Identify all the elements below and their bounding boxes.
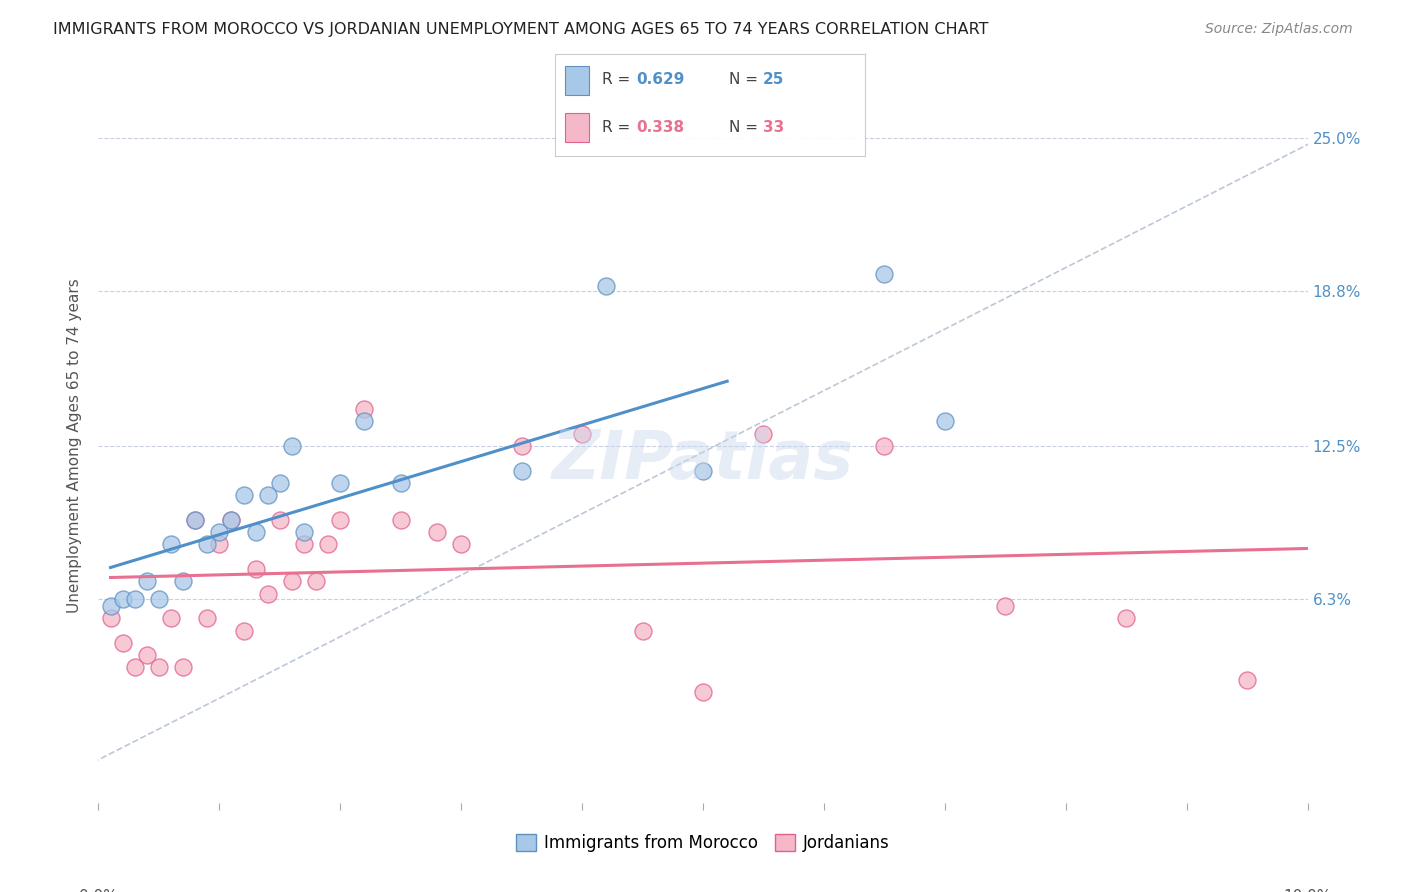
Point [281, 574, 304, 589]
Text: IMMIGRANTS FROM MOROCCO VS JORDANIAN UNEMPLOYMENT AMONG AGES 65 TO 74 YEARS CORR: IMMIGRANTS FROM MOROCCO VS JORDANIAN UNE… [53, 22, 988, 37]
Point [873, 439, 896, 453]
Text: R =: R = [602, 120, 636, 135]
Text: ZIPatlas: ZIPatlas [553, 427, 853, 493]
Text: 0.0%: 0.0% [79, 889, 118, 892]
Point [135, 648, 157, 662]
Point [160, 537, 183, 551]
Point [510, 464, 533, 478]
Point [631, 624, 654, 638]
Point [595, 279, 617, 293]
Point [692, 685, 714, 699]
Point [195, 611, 218, 625]
Point [124, 591, 146, 606]
Point [450, 537, 472, 551]
Text: Source: ZipAtlas.com: Source: ZipAtlas.com [1205, 22, 1353, 37]
Point [221, 513, 243, 527]
Point [172, 574, 194, 589]
Point [232, 624, 254, 638]
Bar [565, 66, 589, 95]
Point [1236, 673, 1258, 687]
Legend: Immigrants from Morocco, Jordanians: Immigrants from Morocco, Jordanians [509, 827, 897, 859]
Point [100, 599, 122, 613]
Point [571, 426, 593, 441]
Text: 0.629: 0.629 [636, 71, 685, 87]
Point [934, 414, 956, 428]
Point [221, 513, 243, 527]
Point [353, 402, 375, 417]
Point [148, 591, 170, 606]
Point [994, 599, 1017, 613]
Point [172, 660, 194, 674]
Point [111, 636, 134, 650]
Point [281, 439, 304, 453]
Point [160, 611, 183, 625]
Text: 33: 33 [762, 120, 785, 135]
Point [124, 660, 146, 674]
Bar [565, 113, 589, 142]
Point [1115, 611, 1137, 625]
Point [208, 537, 231, 551]
Point [389, 513, 412, 527]
Text: 0.338: 0.338 [636, 120, 683, 135]
Point [752, 426, 775, 441]
Point [135, 574, 157, 589]
Point [208, 525, 231, 540]
Point [256, 488, 278, 502]
Point [873, 267, 896, 281]
Point [245, 525, 267, 540]
Point [195, 537, 218, 551]
Text: 10.0%: 10.0% [1284, 889, 1331, 892]
Point [269, 513, 291, 527]
Point [292, 537, 315, 551]
Point [232, 488, 254, 502]
Point [245, 562, 267, 576]
Point [111, 591, 134, 606]
Text: N =: N = [728, 71, 762, 87]
Point [292, 525, 315, 540]
Point [692, 464, 714, 478]
Text: 25: 25 [762, 71, 785, 87]
Point [329, 475, 352, 490]
Point [256, 587, 278, 601]
Point [269, 475, 291, 490]
Point [426, 525, 449, 540]
Y-axis label: Unemployment Among Ages 65 to 74 years: Unemployment Among Ages 65 to 74 years [66, 278, 82, 614]
Point [510, 439, 533, 453]
Point [329, 513, 352, 527]
Point [148, 660, 170, 674]
Point [184, 513, 207, 527]
Text: N =: N = [728, 120, 762, 135]
Point [316, 537, 339, 551]
Point [184, 513, 207, 527]
Text: R =: R = [602, 71, 636, 87]
Point [389, 475, 412, 490]
Point [353, 414, 375, 428]
Point [100, 611, 122, 625]
Point [305, 574, 328, 589]
